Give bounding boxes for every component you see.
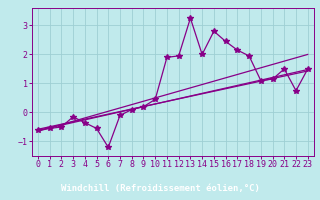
Text: Windchill (Refroidissement éolien,°C): Windchill (Refroidissement éolien,°C)	[60, 184, 260, 193]
